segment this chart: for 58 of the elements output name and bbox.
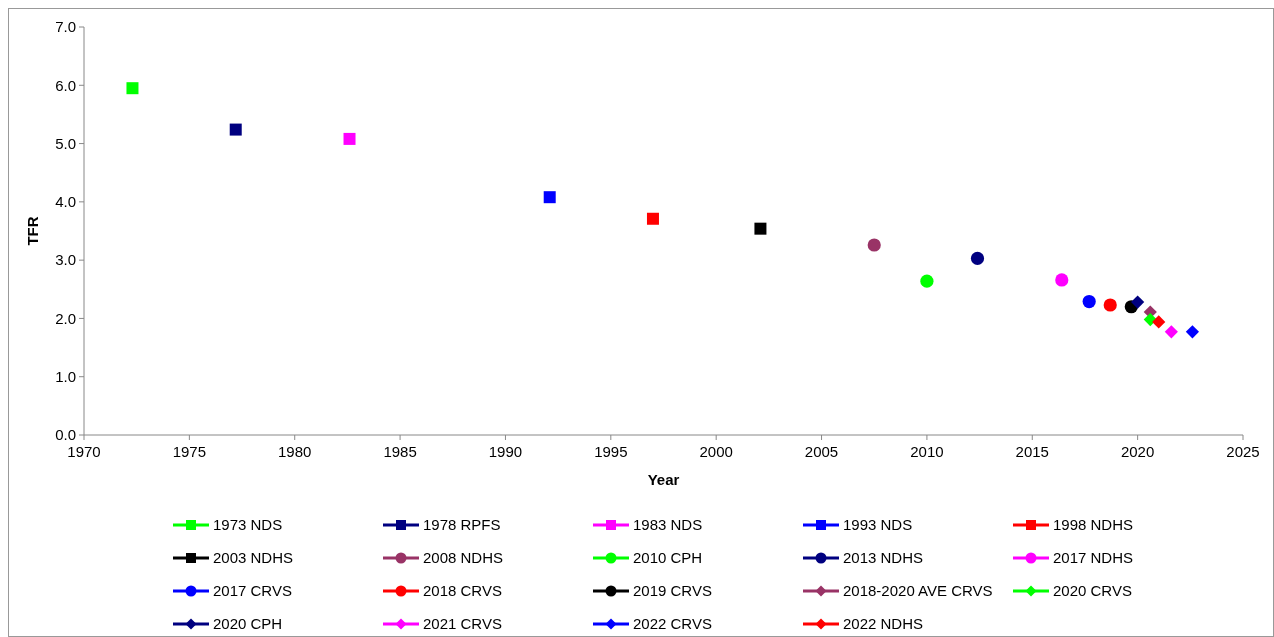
point [1055, 273, 1069, 287]
legend-label: 2022 NDHS [843, 615, 924, 633]
legend-label: 2013 NDHS [843, 549, 924, 567]
x-tick-label: 1990 [488, 443, 523, 460]
y-axis-title: TFR [24, 216, 41, 246]
y-tick-label: 4.0 [55, 193, 76, 211]
legend-label: 2022 CRVS [633, 615, 712, 633]
legend-label: 1998 NDHS [1053, 516, 1134, 534]
x-tick-label: 2025 [1226, 443, 1260, 460]
legend-label: 2020 CRVS [1053, 582, 1132, 600]
legend-label: 1978 RPFS [423, 516, 501, 534]
legend-label: 2018 CRVS [423, 582, 502, 600]
point [229, 123, 242, 136]
x-tick-label: 1995 [594, 443, 628, 460]
point [343, 132, 356, 145]
x-tick-label: 1980 [278, 443, 312, 460]
x-tick-label: 2000 [699, 443, 733, 460]
x-axis-title: Year [647, 471, 680, 488]
legend-label: 2008 NDHS [423, 549, 504, 567]
point [646, 212, 659, 225]
legend-label: 2017 CRVS [213, 582, 292, 600]
x-tick-label: 1975 [172, 443, 207, 460]
x-tick-label: 2005 [804, 443, 839, 460]
x-tick-label: 2020 [1120, 443, 1155, 460]
legend-label: 2017 NDHS [1053, 549, 1134, 567]
point [126, 82, 139, 95]
legend-label: 2010 CPH [633, 549, 703, 567]
y-tick-label: 6.0 [55, 76, 76, 94]
point [867, 238, 881, 252]
y-tick-label: 0.0 [55, 426, 76, 444]
point [1143, 312, 1157, 327]
legend-label: 1993 NDS [843, 516, 913, 534]
x-tick-label: 2010 [910, 443, 944, 460]
legend-label: 2019 CRVS [633, 582, 712, 600]
point [1164, 325, 1178, 339]
y-tick-label: 7.0 [55, 18, 76, 36]
point [1103, 298, 1117, 312]
y-tick-label: 5.0 [55, 134, 76, 152]
x-tick-label: 1985 [383, 443, 417, 460]
y-tick-label: 2.0 [55, 309, 76, 327]
point [1082, 294, 1096, 309]
legend-label: 2021 CRVS [423, 615, 502, 633]
y-tick-label: 1.0 [55, 367, 76, 385]
x-tick-label: 2015 [1015, 443, 1049, 460]
point [543, 191, 556, 204]
point [920, 274, 934, 288]
point [970, 251, 985, 265]
point [1152, 315, 1166, 329]
point [1131, 295, 1145, 309]
legend-label: 2020 CPH [213, 615, 283, 633]
point [754, 222, 767, 235]
legend-label: 2018-2020 AVE CRVS [843, 582, 993, 600]
point [1185, 325, 1200, 339]
legend-label: 1973 NDS [213, 516, 283, 534]
legend-label: 1983 NDS [633, 516, 703, 534]
x-tick-label: 1970 [67, 443, 101, 460]
y-tick-label: 3.0 [55, 251, 76, 269]
legend-label: 2003 NDHS [213, 549, 294, 567]
